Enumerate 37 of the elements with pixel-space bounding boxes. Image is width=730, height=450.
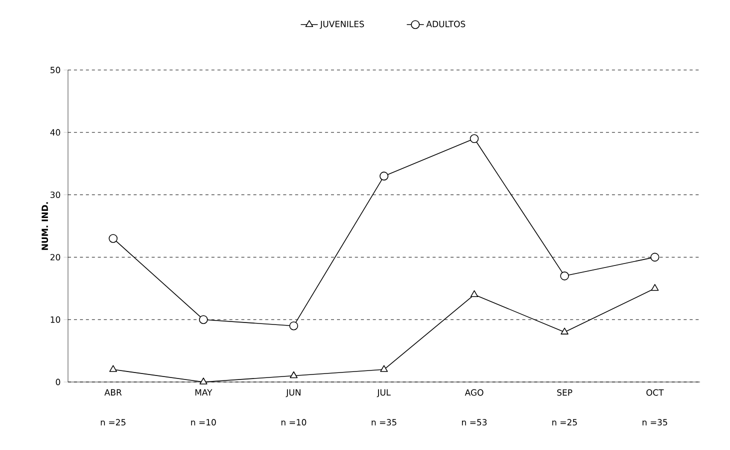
y-tick-label: 50 [50, 66, 60, 74]
point [470, 290, 478, 298]
point [560, 328, 568, 334]
x-tick-label: JUN [286, 389, 300, 398]
y-tick-label: 40 [50, 129, 60, 136]
point [650, 252, 660, 262]
text: n =35 [642, 419, 668, 426]
x-tick-label: JUL [376, 389, 391, 398]
point [108, 234, 118, 243]
text: n =10 [191, 419, 216, 426]
x-tick-label: ABR [104, 389, 122, 396]
text: n =53 [462, 419, 487, 426]
point [200, 378, 208, 384]
x-tick-label: OCT [646, 389, 664, 396]
point [650, 284, 659, 291]
text: n =25 [552, 419, 577, 426]
point [199, 315, 208, 324]
legend-label: JUVENILES [320, 20, 364, 29]
point [109, 365, 118, 372]
text: n =35 [372, 419, 396, 426]
y-tick-label: 0 [56, 378, 60, 386]
x-tick-label: SEP [557, 389, 572, 396]
legend-label: ADULTOS [426, 20, 466, 28]
y-axis-title: NUM. IND. [42, 202, 48, 250]
point [560, 272, 569, 280]
y-tick-label: 10 [50, 316, 60, 323]
point [380, 365, 388, 372]
point [290, 371, 298, 378]
point [380, 172, 388, 180]
text: n =25 [100, 419, 126, 426]
text: n =10 [281, 419, 306, 426]
y-tick-label: 30 [50, 192, 60, 198]
point [470, 134, 479, 144]
x-tick-label: AGO [464, 389, 484, 396]
y-tick-label: 20 [50, 254, 60, 260]
point [289, 321, 298, 330]
x-tick-label: MAY [195, 389, 212, 396]
